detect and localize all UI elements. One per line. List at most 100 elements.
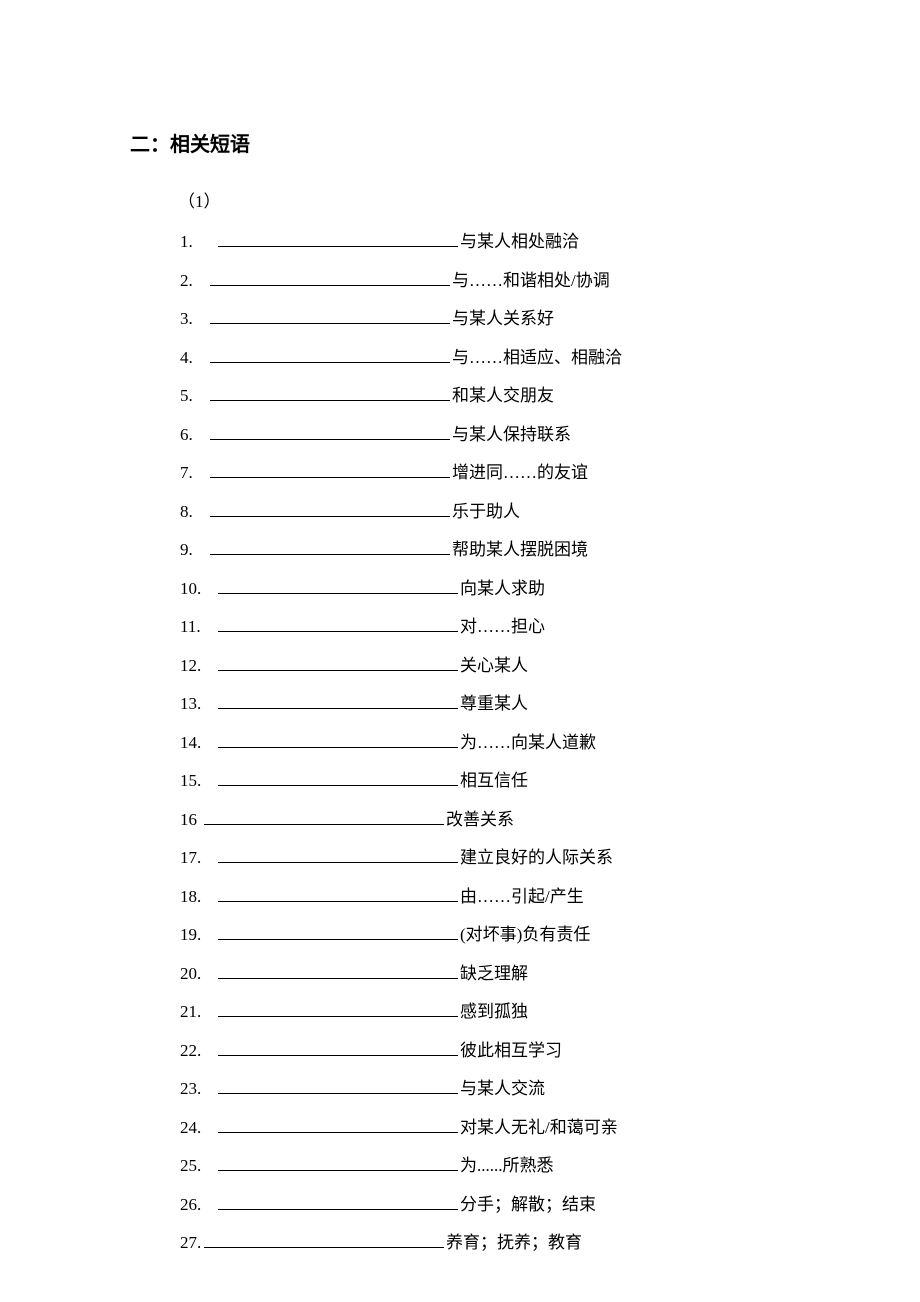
item-description: 乐于助人 (452, 503, 520, 520)
item-number: 19. (180, 926, 218, 943)
fill-in-blank[interactable] (218, 769, 458, 786)
list-item: 2.与……和谐相处/协调 (180, 269, 790, 289)
item-number: 10. (180, 580, 218, 597)
list-item: 14. 为……向某人道歉 (180, 731, 790, 751)
item-description: 对……担心 (460, 618, 545, 635)
item-description: 与某人关系好 (452, 310, 554, 327)
item-description: 对某人无礼/和蔼可亲 (460, 1119, 618, 1136)
fill-in-blank[interactable] (218, 846, 458, 863)
item-number: 8. (180, 503, 210, 520)
fill-in-blank[interactable] (218, 1000, 458, 1017)
item-number: 14. (180, 734, 218, 751)
item-number: 11. (180, 618, 218, 635)
list-item: 25. 为......所熟悉 (180, 1154, 790, 1174)
item-number: 13. (180, 695, 218, 712)
item-number: 9. (180, 541, 210, 558)
fill-in-blank[interactable] (210, 307, 450, 324)
subsection-label: （1） (178, 187, 790, 212)
item-number: 18. (180, 888, 218, 905)
item-description: 缺乏理解 (460, 965, 528, 982)
item-description: 与……相适应、相融洽 (452, 349, 622, 366)
item-description: 帮助某人摆脱困境 (452, 541, 588, 558)
list-item: 10. 向某人求助 (180, 577, 790, 597)
fill-in-blank[interactable] (210, 269, 450, 286)
fill-in-blank[interactable] (218, 692, 458, 709)
fill-in-blank[interactable] (218, 577, 458, 594)
list-item: 26.分手；解散；结束 (180, 1193, 790, 1213)
item-number: 26. (180, 1196, 218, 1213)
item-number: 20. (180, 965, 218, 982)
fill-in-blank[interactable] (210, 461, 450, 478)
item-description: (对坏事)负有责任 (460, 926, 590, 943)
item-description: 彼此相互学习 (460, 1042, 562, 1059)
fill-in-blank[interactable] (218, 1077, 458, 1094)
item-description: 相互信任 (460, 772, 528, 789)
list-item: 15.相互信任 (180, 769, 790, 789)
list-item: 1. 与某人相处融洽 (180, 230, 790, 250)
item-description: 与某人保持联系 (452, 426, 571, 443)
fill-in-blank[interactable] (218, 923, 458, 940)
fill-in-blank[interactable] (210, 423, 450, 440)
list-item: 8. 乐于助人 (180, 500, 790, 520)
item-description: 增进同……的友谊 (452, 464, 588, 481)
list-item: 9. 帮助某人摆脱困境 (180, 538, 790, 558)
item-description: 养育；抚养；教育 (446, 1234, 582, 1251)
fill-in-blank[interactable] (218, 1116, 458, 1133)
fill-in-blank[interactable] (204, 1231, 444, 1248)
item-number: 23. (180, 1080, 218, 1097)
fill-in-blank[interactable] (218, 885, 458, 902)
fill-in-blank[interactable] (218, 1039, 458, 1056)
list-item: 19. (对坏事)负有责任 (180, 923, 790, 943)
list-item: 6. 与某人保持联系 (180, 423, 790, 443)
item-number: 16 (180, 811, 204, 828)
item-number: 3. (180, 310, 210, 327)
fill-in-blank[interactable] (218, 654, 458, 671)
list-item: 18. 由……引起/产生 (180, 885, 790, 905)
fill-in-blank[interactable] (210, 538, 450, 555)
phrase-list: 1. 与某人相处融洽 2.与……和谐相处/协调 3. 与某人关系好 4. 与……相适应、相融… (180, 230, 790, 1251)
fill-in-blank[interactable] (210, 384, 450, 401)
item-number: 1. (180, 233, 210, 250)
list-item: 27. 养育；抚养；教育 (180, 1231, 790, 1251)
list-item: 11. 对……担心 (180, 615, 790, 635)
item-number: 2. (180, 272, 210, 289)
item-number: 24. (180, 1119, 218, 1136)
list-item: 17. 建立良好的人际关系 (180, 846, 790, 866)
item-number: 27. (180, 1234, 204, 1251)
item-description: 关心某人 (460, 657, 528, 674)
item-description: 改善关系 (446, 811, 514, 828)
item-number: 21. (180, 1003, 218, 1020)
list-item: 20. 缺乏理解 (180, 962, 790, 982)
item-description: 和某人交朋友 (452, 387, 554, 404)
list-item: 3. 与某人关系好 (180, 307, 790, 327)
fill-in-blank[interactable] (210, 500, 450, 517)
item-description: 与某人交流 (460, 1080, 545, 1097)
item-number: 17. (180, 849, 218, 866)
item-description: 向某人求助 (460, 580, 545, 597)
item-number: 4. (180, 349, 210, 366)
item-description: 尊重某人 (460, 695, 528, 712)
fill-in-blank[interactable] (204, 808, 444, 825)
list-item: 16 改善关系 (180, 808, 790, 828)
list-item: 13. 尊重某人 (180, 692, 790, 712)
fill-in-blank[interactable] (218, 230, 458, 247)
list-item: 21. 感到孤独 (180, 1000, 790, 1020)
item-description: 由……引起/产生 (460, 888, 584, 905)
item-number: 7. (180, 464, 210, 481)
fill-in-blank[interactable] (218, 1154, 458, 1171)
list-item: 12.关心某人 (180, 654, 790, 674)
fill-in-blank[interactable] (218, 731, 458, 748)
fill-in-blank[interactable] (218, 962, 458, 979)
list-item: 5. 和某人交朋友 (180, 384, 790, 404)
list-item: 24. 对某人无礼/和蔼可亲 (180, 1116, 790, 1136)
fill-in-blank[interactable] (218, 615, 458, 632)
section-heading: 二：相关短语 (130, 128, 790, 157)
item-description: 为……向某人道歉 (460, 734, 596, 751)
fill-in-blank[interactable] (210, 346, 450, 363)
item-description: 与某人相处融洽 (460, 233, 579, 250)
item-description: 感到孤独 (460, 1003, 528, 1020)
item-number: 22. (180, 1042, 218, 1059)
item-description: 为......所熟悉 (460, 1157, 554, 1174)
item-number: 25. (180, 1157, 218, 1174)
fill-in-blank[interactable] (218, 1193, 458, 1210)
